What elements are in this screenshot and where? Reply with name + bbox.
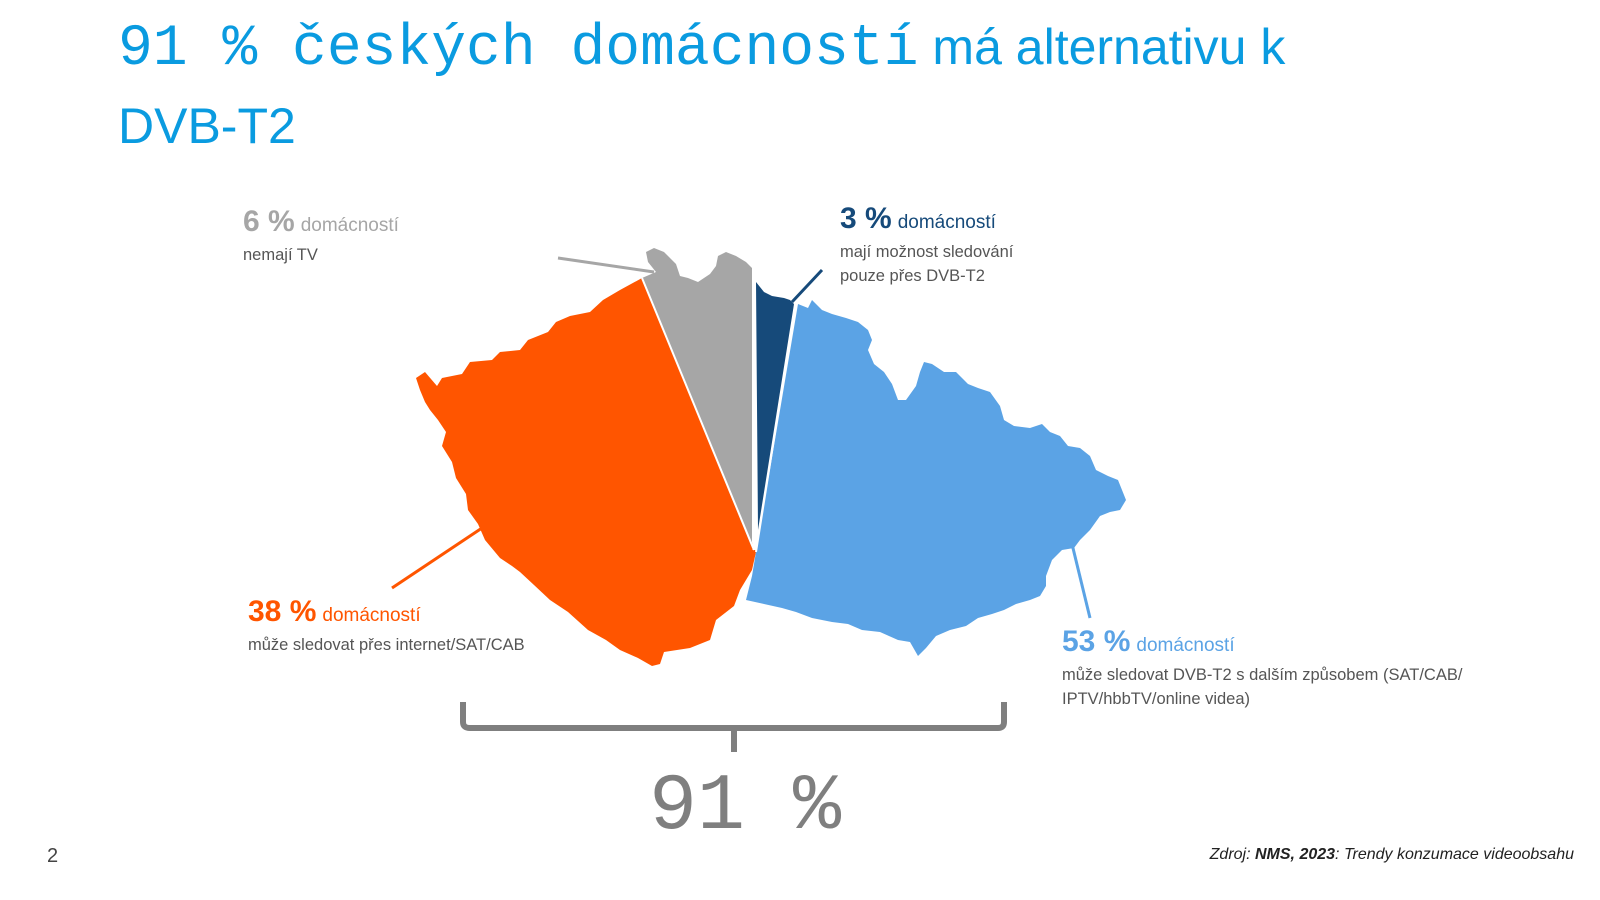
total-bracket xyxy=(460,702,1007,752)
leader-gray xyxy=(557,256,655,274)
unit: domácností xyxy=(322,605,421,626)
source-note: Zdroj: NMS, 2023: Trendy konzumace video… xyxy=(1210,846,1574,864)
unit: domácností xyxy=(897,212,996,233)
leader-orange xyxy=(391,526,483,590)
description-line: může sledovat DVB-T2 s dalším způsobem (… xyxy=(1062,666,1463,684)
total-percent: 91 % xyxy=(648,762,842,853)
percent: 3 % xyxy=(840,202,892,235)
description-line: pouze přes DVB-T2 xyxy=(840,267,985,285)
description: může sledovat přes internet/SAT/CAB xyxy=(248,636,525,654)
segment-dark-blue xyxy=(756,282,794,530)
description-line: mají možnost sledování xyxy=(840,243,1014,261)
page-title: 91 % českých domácností má alternativu k… xyxy=(118,14,1518,159)
title-highlight: 91 % českých domácností xyxy=(118,17,919,82)
unit: domácností xyxy=(1136,635,1235,656)
title-rest: má alternativu k xyxy=(918,19,1286,75)
description: může sledovat DVB-T2 s dalším způsobem (… xyxy=(1062,663,1522,711)
segment-orange xyxy=(416,278,756,666)
source-prefix: Zdroj: xyxy=(1209,846,1255,863)
segment-gray xyxy=(642,248,752,548)
label-no-tv: 6 % domácností nemají TV xyxy=(243,205,399,267)
page-number: 2 xyxy=(47,845,59,867)
description-line: IPTV/hbbTV/online videa) xyxy=(1062,690,1251,708)
label-dvbt2-only: 3 % domácností mají možnost sledování pou… xyxy=(840,202,1013,288)
label-dvbt2-plus: 53 % domácností může sledovat DVB-T2 s da… xyxy=(1062,625,1522,711)
label-internet-sat-cab: 38 % domácností může sledovat přes intern… xyxy=(248,595,525,657)
description: nemají TV xyxy=(243,246,318,264)
unit: domácností xyxy=(300,215,399,236)
title-line2: DVB-T2 xyxy=(118,98,296,154)
segment-light-blue xyxy=(746,300,1126,656)
percent: 38 % xyxy=(248,595,317,628)
description: mají možnost sledování pouze přes DVB-T2 xyxy=(840,240,1013,288)
percent: 53 % xyxy=(1062,625,1131,658)
percent: 6 % xyxy=(243,205,295,238)
source-suffix: : Trendy konzumace videoobsahu xyxy=(1335,846,1574,863)
leader-dark-blue xyxy=(790,268,824,304)
source-bold: NMS, 2023 xyxy=(1255,846,1336,863)
leader-blue xyxy=(1070,543,1092,619)
